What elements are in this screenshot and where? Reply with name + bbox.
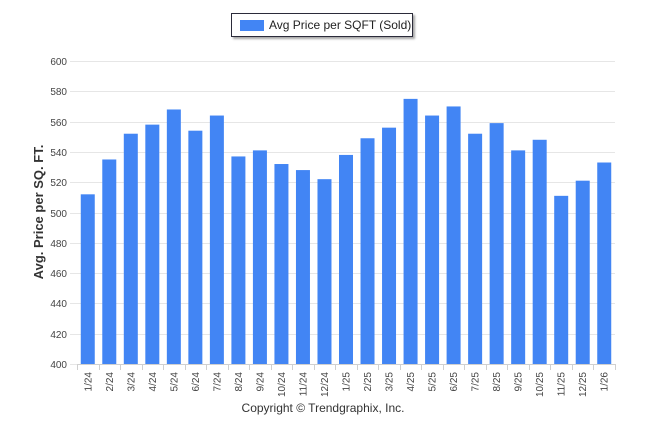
x-tick-label: 11/24 bbox=[298, 372, 309, 397]
bar-9-25 bbox=[511, 150, 526, 364]
bar-11-24 bbox=[295, 170, 310, 364]
legend-swatch bbox=[240, 19, 264, 31]
bar-4-25 bbox=[403, 98, 418, 364]
x-tick-label: 3/25 bbox=[385, 372, 396, 392]
x-tick-label: 6/24 bbox=[191, 372, 202, 392]
bar-5-25 bbox=[425, 115, 440, 364]
x-axis bbox=[77, 364, 616, 370]
y-tick-label: 520 bbox=[50, 178, 67, 189]
x-tick-label: 1/25 bbox=[342, 372, 353, 392]
x-tick-label: 11/25 bbox=[557, 372, 568, 397]
x-axis-ticks: 1/24 2/24 3/24 4/24 5/24 6/24 7/24 8/24 9/24 10/2… bbox=[83, 372, 610, 397]
x-tick-label: 1/24 bbox=[83, 372, 94, 392]
y-tick-label: 560 bbox=[50, 118, 67, 129]
legend: Avg Price per SQFT (Sold) bbox=[231, 13, 413, 37]
bar-11-25 bbox=[554, 195, 569, 364]
x-tick-label: 12/24 bbox=[320, 372, 331, 397]
y-tick-label: 400 bbox=[50, 360, 67, 371]
x-tick-label: 6/25 bbox=[449, 372, 460, 392]
x-tick-label: 12/25 bbox=[578, 372, 589, 397]
y-tick-label: 460 bbox=[50, 269, 67, 280]
x-tick-label: 10/25 bbox=[535, 372, 546, 397]
x-tick-label: 10/24 bbox=[277, 372, 288, 397]
bar-1-24 bbox=[80, 194, 95, 364]
bar-9-24 bbox=[252, 150, 267, 364]
y-tick-label: 540 bbox=[50, 148, 67, 159]
x-tick-label: 4/25 bbox=[406, 372, 417, 392]
x-tick-label: 4/24 bbox=[148, 372, 159, 392]
x-tick-label: 9/25 bbox=[514, 372, 525, 392]
y-axis-title: Avg. Price per SQ. FT. bbox=[31, 145, 46, 280]
bar-12-24 bbox=[317, 179, 332, 364]
x-tick-label: 2/25 bbox=[363, 372, 374, 392]
bar-6-25 bbox=[446, 106, 461, 364]
bar-7-24 bbox=[209, 115, 224, 364]
bar-2-25 bbox=[360, 138, 375, 364]
legend-label: Avg Price per SQFT (Sold) bbox=[269, 18, 412, 32]
bar-10-24 bbox=[274, 164, 289, 364]
y-tick-label: 440 bbox=[50, 299, 67, 310]
bar-5-24 bbox=[166, 109, 181, 364]
bars bbox=[80, 98, 612, 365]
y-tick-label: 420 bbox=[50, 330, 67, 341]
x-tick-label: 1/26 bbox=[600, 372, 611, 392]
y-tick-label: 580 bbox=[50, 87, 67, 98]
bar-4-24 bbox=[145, 124, 160, 364]
bar-3-24 bbox=[123, 133, 138, 364]
x-tick-label: 8/25 bbox=[492, 372, 503, 392]
bar-8-25 bbox=[489, 123, 504, 365]
x-tick-label: 2/24 bbox=[105, 372, 116, 392]
copyright-footer: Copyright © Trendgraphix, Inc. bbox=[241, 401, 405, 415]
bar-1-25 bbox=[339, 154, 353, 364]
y-tick-label: 480 bbox=[50, 239, 67, 250]
bar-8-24 bbox=[231, 156, 246, 364]
x-tick-label: 5/24 bbox=[169, 372, 180, 392]
y-tick-label: 600 bbox=[50, 57, 67, 68]
bar-1-26 bbox=[597, 162, 612, 364]
x-tick-label: 7/25 bbox=[471, 372, 482, 392]
x-tick-label: 8/24 bbox=[234, 372, 245, 392]
bar-3-25 bbox=[382, 127, 397, 364]
bar-12-25 bbox=[575, 180, 590, 364]
bar-2-24 bbox=[102, 159, 117, 364]
bar-6-24 bbox=[188, 130, 203, 364]
y-axis-ticks: 400 420 440 460 480 500 520 540 560 580 600 bbox=[50, 57, 67, 371]
bar-7-25 bbox=[468, 133, 483, 364]
x-tick-label: 3/24 bbox=[126, 372, 137, 392]
x-tick-label: 5/25 bbox=[428, 372, 439, 392]
x-tick-label: 9/24 bbox=[255, 372, 266, 392]
y-tick-label: 500 bbox=[50, 209, 67, 220]
bar-10-25 bbox=[532, 139, 547, 364]
x-tick-label: 7/24 bbox=[212, 372, 223, 392]
